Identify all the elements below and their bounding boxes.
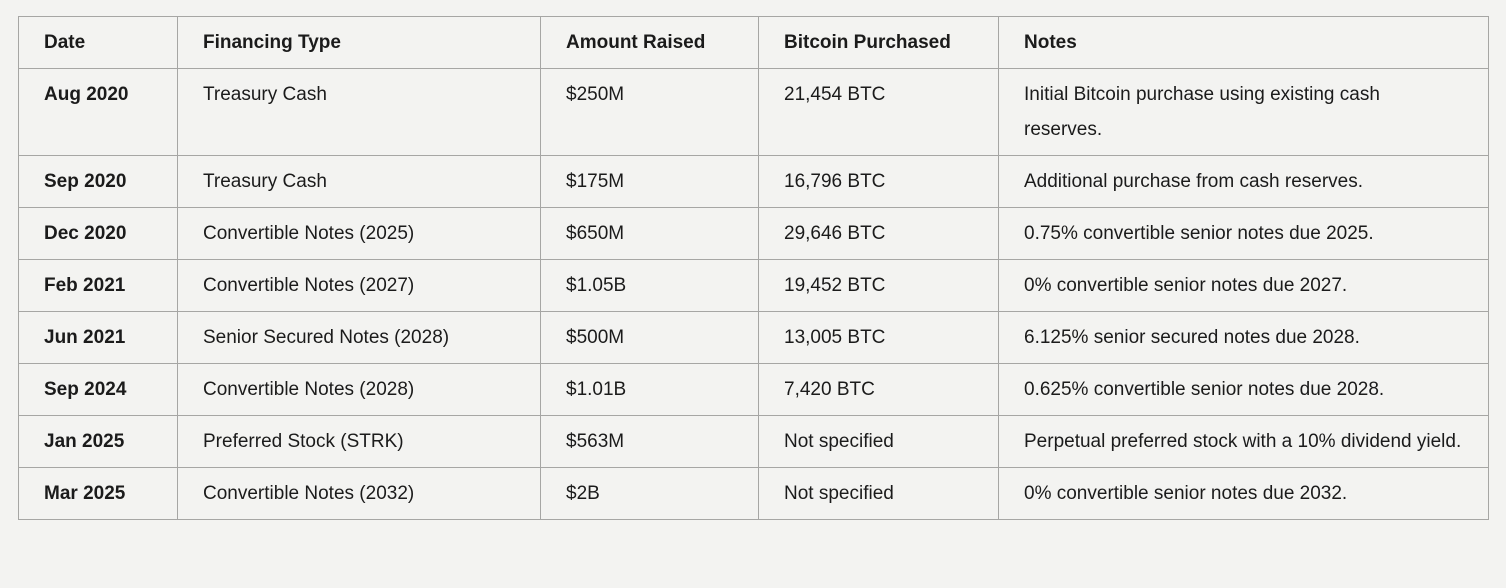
cell-amount_raised: $563M bbox=[540, 415, 759, 468]
cell-notes: 0.75% convertible senior notes due 2025. bbox=[998, 207, 1489, 260]
table-row: Sep 2024 Convertible Notes (2028) $1.01B 7,… bbox=[18, 363, 1489, 416]
cell-notes: 6.125% senior secured notes due 2028. bbox=[998, 311, 1489, 364]
cell-financing_type: Treasury Cash bbox=[177, 155, 541, 208]
header-cell-amount_raised: Amount Raised bbox=[540, 16, 759, 69]
cell-date: Feb 2021 bbox=[18, 259, 178, 312]
cell-bitcoin_purchased: Not specified bbox=[758, 467, 999, 520]
table-row: Jan 2025 Preferred Stock (STRK) $563M Not s… bbox=[18, 415, 1489, 468]
cell-date: Jun 2021 bbox=[18, 311, 178, 364]
cell-date: Sep 2020 bbox=[18, 155, 178, 208]
cell-date: Mar 2025 bbox=[18, 467, 178, 520]
cell-bitcoin_purchased: 21,454 BTC bbox=[758, 68, 999, 156]
table-row: Sep 2020 Treasury Cash $175M 16,796 BTC Addi… bbox=[18, 155, 1489, 208]
table-row: Dec 2020 Convertible Notes (2025) $650M 29,… bbox=[18, 207, 1489, 260]
table-header-row: Date Financing Type Amount Raised Bitcoin P… bbox=[18, 16, 1489, 69]
cell-financing_type: Preferred Stock (STRK) bbox=[177, 415, 541, 468]
cell-date: Dec 2020 bbox=[18, 207, 178, 260]
header-cell-date: Date bbox=[18, 16, 178, 69]
cell-financing_type: Convertible Notes (2025) bbox=[177, 207, 541, 260]
cell-notes: Additional purchase from cash reserves. bbox=[998, 155, 1489, 208]
cell-bitcoin_purchased: 16,796 BTC bbox=[758, 155, 999, 208]
table-body: Aug 2020 Treasury Cash $250M 21,454 BTC Init… bbox=[18, 68, 1489, 520]
cell-bitcoin_purchased: Not specified bbox=[758, 415, 999, 468]
cell-notes: Initial Bitcoin purchase using existing … bbox=[998, 68, 1489, 156]
cell-date: Aug 2020 bbox=[18, 68, 178, 156]
cell-financing_type: Treasury Cash bbox=[177, 68, 541, 156]
cell-financing_type: Convertible Notes (2032) bbox=[177, 467, 541, 520]
cell-amount_raised: $1.05B bbox=[540, 259, 759, 312]
header-cell-financing_type: Financing Type bbox=[177, 16, 541, 69]
cell-notes: 0% convertible senior notes due 2032. bbox=[998, 467, 1489, 520]
cell-notes: Perpetual preferred stock with a 10% div… bbox=[998, 415, 1489, 468]
cell-amount_raised: $2B bbox=[540, 467, 759, 520]
financing-table: Date Financing Type Amount Raised Bitcoin P… bbox=[18, 16, 1489, 520]
cell-notes: 0% convertible senior notes due 2027. bbox=[998, 259, 1489, 312]
cell-amount_raised: $175M bbox=[540, 155, 759, 208]
cell-bitcoin_purchased: 29,646 BTC bbox=[758, 207, 999, 260]
cell-financing_type: Senior Secured Notes (2028) bbox=[177, 311, 541, 364]
cell-bitcoin_purchased: 19,452 BTC bbox=[758, 259, 999, 312]
cell-amount_raised: $1.01B bbox=[540, 363, 759, 416]
page: Date Financing Type Amount Raised Bitcoin P… bbox=[18, 16, 1489, 520]
cell-bitcoin_purchased: 13,005 BTC bbox=[758, 311, 999, 364]
table-row: Jun 2021 Senior Secured Notes (2028) $500M… bbox=[18, 311, 1489, 364]
cell-amount_raised: $650M bbox=[540, 207, 759, 260]
cell-financing_type: Convertible Notes (2028) bbox=[177, 363, 541, 416]
cell-amount_raised: $250M bbox=[540, 68, 759, 156]
header-cell-bitcoin_purchased: Bitcoin Purchased bbox=[758, 16, 999, 69]
table-row: Aug 2020 Treasury Cash $250M 21,454 BTC Init… bbox=[18, 68, 1489, 156]
cell-financing_type: Convertible Notes (2027) bbox=[177, 259, 541, 312]
table-row: Feb 2021 Convertible Notes (2027) $1.05B 19… bbox=[18, 259, 1489, 312]
table-row: Mar 2025 Convertible Notes (2032) $2B Not s… bbox=[18, 467, 1489, 520]
header-cell-notes: Notes bbox=[998, 16, 1489, 69]
cell-amount_raised: $500M bbox=[540, 311, 759, 364]
cell-date: Jan 2025 bbox=[18, 415, 178, 468]
cell-date: Sep 2024 bbox=[18, 363, 178, 416]
cell-bitcoin_purchased: 7,420 BTC bbox=[758, 363, 999, 416]
cell-notes: 0.625% convertible senior notes due 2028… bbox=[998, 363, 1489, 416]
